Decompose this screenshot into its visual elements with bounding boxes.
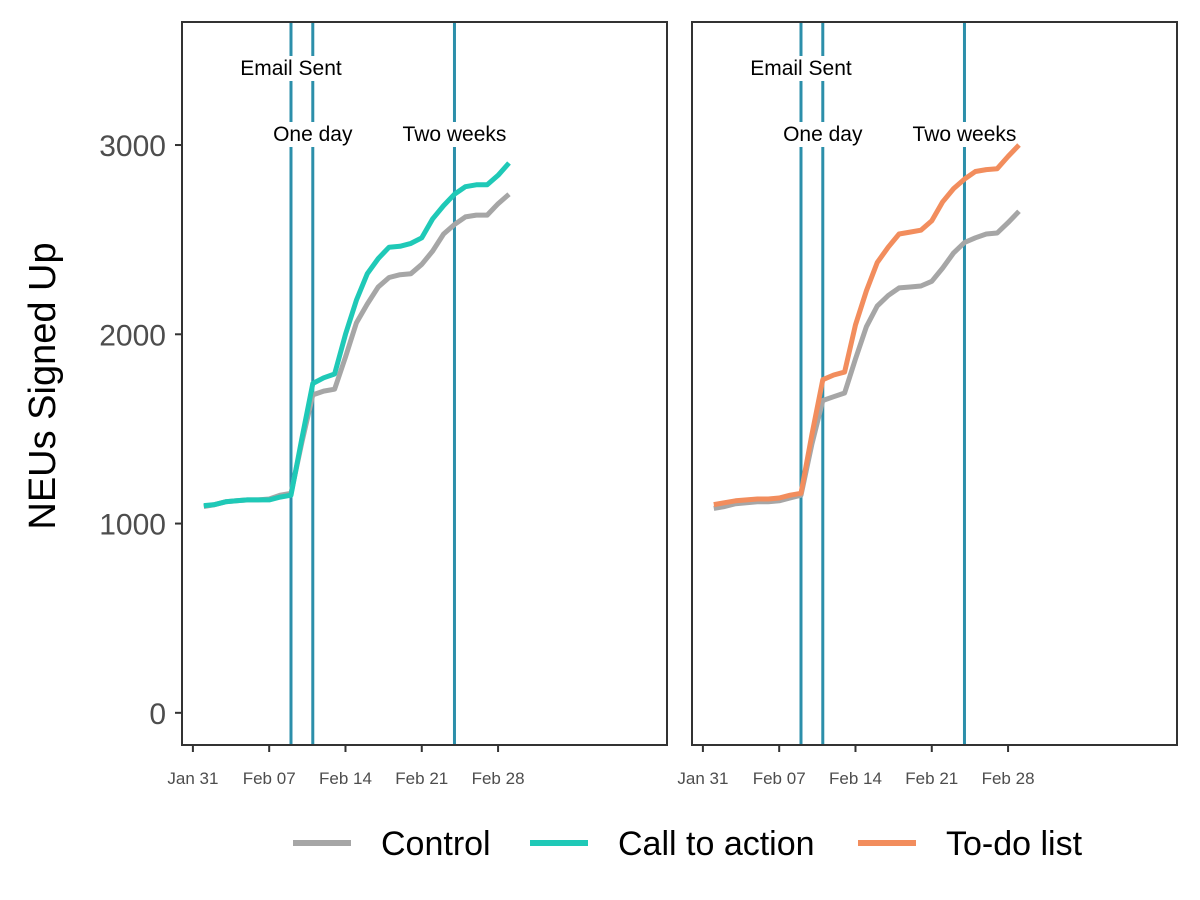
x-tick-label: Feb 07 bbox=[243, 769, 296, 788]
series-line-control bbox=[713, 209, 1021, 511]
y-axis-label: NEUs Signed Up bbox=[22, 242, 64, 529]
legend-label: Control bbox=[381, 825, 491, 863]
y-tick-label: 3000 bbox=[99, 130, 166, 163]
series-line-control bbox=[203, 192, 511, 509]
event-label-bg bbox=[399, 122, 510, 147]
event-label: Email Sent bbox=[240, 57, 342, 80]
legend: Control Call to action To-do list bbox=[293, 825, 1083, 863]
y-tick-label: 0 bbox=[149, 698, 166, 731]
x-tick-label: Feb 21 bbox=[905, 769, 958, 788]
event-label-bg bbox=[780, 122, 866, 147]
x-tick-label: Feb 21 bbox=[395, 769, 448, 788]
event-label-bg bbox=[237, 56, 345, 81]
event-label-bg bbox=[909, 122, 1020, 147]
panel-border bbox=[691, 21, 1178, 746]
x-tick-label: Feb 07 bbox=[753, 769, 806, 788]
x-tick-label: Feb 14 bbox=[319, 769, 372, 788]
legend-item: To-do list bbox=[858, 825, 1083, 863]
x-tick-label: Feb 14 bbox=[829, 769, 882, 788]
event-label: One day bbox=[783, 123, 863, 146]
legend-label: Call to action bbox=[618, 825, 815, 863]
x-tick-label: Feb 28 bbox=[472, 769, 525, 788]
x-tick-label: Jan 31 bbox=[677, 769, 728, 788]
panel-left: Email Sent One day Two weeks Jan 31 Feb 07 Fe… bbox=[99, 21, 668, 788]
event-label: Two weeks bbox=[913, 123, 1017, 146]
series-line-to-do-list bbox=[713, 143, 1021, 508]
legend-item: Control bbox=[293, 825, 491, 863]
legend-label: To-do list bbox=[946, 825, 1083, 863]
y-tick-label: 1000 bbox=[99, 509, 166, 542]
event-label: Email Sent bbox=[750, 57, 852, 80]
panel-border bbox=[181, 21, 668, 746]
x-tick-label: Jan 31 bbox=[167, 769, 218, 788]
event-label: Two weeks bbox=[403, 123, 507, 146]
event-label-bg bbox=[270, 122, 356, 147]
event-label: One day bbox=[273, 123, 353, 146]
x-tick-label: Feb 28 bbox=[982, 769, 1035, 788]
legend-item: Call to action bbox=[530, 825, 815, 863]
y-tick-label: 2000 bbox=[99, 319, 166, 352]
panel-right: Email Sent One day Two weeks Jan 31 Feb 07 Fe… bbox=[677, 21, 1178, 788]
event-label-bg bbox=[747, 56, 855, 81]
series-line-call-to-action bbox=[203, 161, 511, 509]
